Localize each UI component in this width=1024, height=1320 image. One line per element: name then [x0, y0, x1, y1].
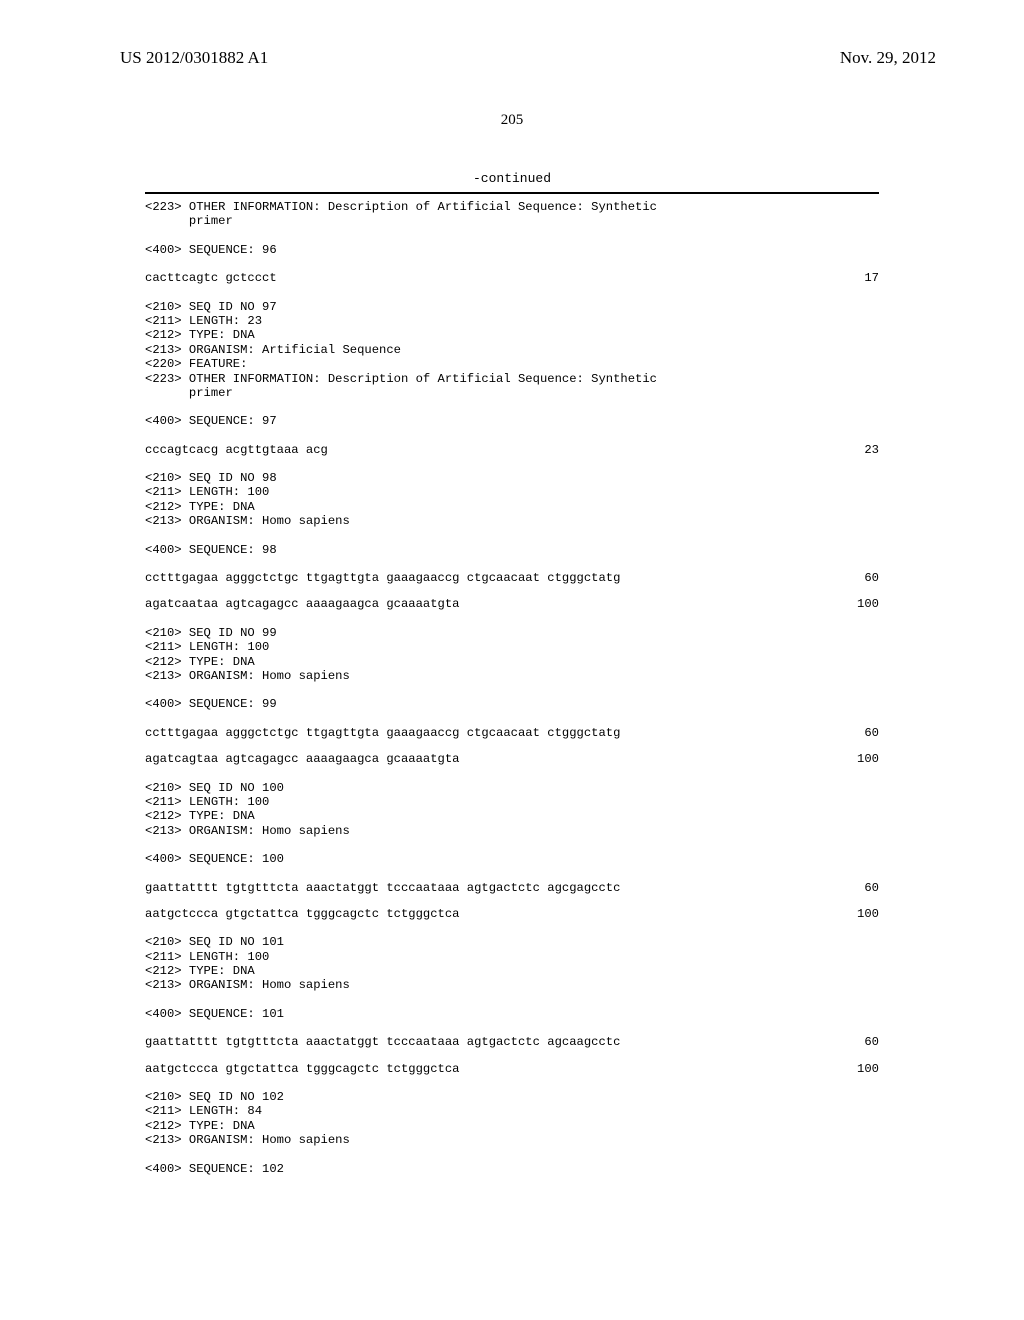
sequence-text-line: <213> ORGANISM: Artificial Sequence [145, 343, 879, 357]
sequence-data-line: cctttgagaa agggctctgc ttgagttgta gaaagaa… [145, 726, 879, 740]
sequence-block: <400> SEQUENCE: 96 [145, 243, 879, 257]
sequence-text-line: <212> TYPE: DNA [145, 1119, 879, 1133]
sequence-text-line: <400> SEQUENCE: 99 [145, 697, 879, 711]
sequence-block: <210> SEQ ID NO 100<211> LENGTH: 100<212… [145, 781, 879, 839]
sequence-text-line: <400> SEQUENCE: 100 [145, 852, 879, 866]
sequence-text-line: <210> SEQ ID NO 102 [145, 1090, 879, 1104]
sequence-text-line: <211> LENGTH: 100 [145, 795, 879, 809]
sequence-text-line: <210> SEQ ID NO 98 [145, 471, 879, 485]
sequence-text-line: <223> OTHER INFORMATION: Description of … [145, 372, 879, 386]
sequence-data-line: aatgctccca gtgctattca tgggcagctc tctgggc… [145, 907, 879, 921]
sequence-text-line: <213> ORGANISM: Homo sapiens [145, 824, 879, 838]
sequence-bases: aatgctccca gtgctattca tgggcagctc tctgggc… [145, 1062, 460, 1076]
sequence-data-line: cctttgagaa agggctctgc ttgagttgta gaaagaa… [145, 571, 879, 585]
sequence-text-line: <211> LENGTH: 84 [145, 1104, 879, 1118]
sequence-text-line: <223> OTHER INFORMATION: Description of … [145, 200, 879, 214]
sequence-text-line: <210> SEQ ID NO 101 [145, 935, 879, 949]
sequence-text-line: <211> LENGTH: 100 [145, 640, 879, 654]
sequence-text-line: <400> SEQUENCE: 101 [145, 1007, 879, 1021]
sequence-bases: agatcaataa agtcagagcc aaaagaagca gcaaaat… [145, 597, 460, 611]
sequence-text-line: <212> TYPE: DNA [145, 500, 879, 514]
sequence-block: <210> SEQ ID NO 101<211> LENGTH: 100<212… [145, 935, 879, 993]
sequence-position: 100 [839, 597, 879, 611]
continued-label: -continued [0, 171, 1024, 186]
sequence-block: <400> SEQUENCE: 100 [145, 852, 879, 866]
sequence-position: 17 [839, 271, 879, 285]
sequence-data-line: gaattatttt tgtgtttcta aaactatggt tcccaat… [145, 1035, 879, 1049]
sequence-text-line: <213> ORGANISM: Homo sapiens [145, 514, 879, 528]
sequence-text-line: <400> SEQUENCE: 97 [145, 414, 879, 428]
sequence-block: cccagtcacg acgttgtaaa acg 23 [145, 443, 879, 457]
sequence-text-line: <211> LENGTH: 100 [145, 485, 879, 499]
sequence-block: <210> SEQ ID NO 102<211> LENGTH: 84<212>… [145, 1090, 879, 1148]
sequence-position: 100 [839, 752, 879, 766]
sequence-position: 100 [839, 1062, 879, 1076]
sequence-block: <400> SEQUENCE: 99 [145, 697, 879, 711]
sequence-block: <210> SEQ ID NO 97<211> LENGTH: 23<212> … [145, 300, 879, 401]
sequence-text-line: <400> SEQUENCE: 102 [145, 1162, 879, 1176]
sequence-bases: cctttgagaa agggctctgc ttgagttgta gaaagaa… [145, 726, 620, 740]
page-header: US 2012/0301882 A1 Nov. 29, 2012 [0, 0, 1024, 68]
sequence-block: <210> SEQ ID NO 98<211> LENGTH: 100<212>… [145, 471, 879, 529]
sequence-text-line: <213> ORGANISM: Homo sapiens [145, 1133, 879, 1147]
sequence-bases: agatcagtaa agtcagagcc aaaagaagca gcaaaat… [145, 752, 460, 766]
sequence-block: <223> OTHER INFORMATION: Description of … [145, 200, 879, 229]
sequence-data-line: cacttcagtc gctccct 17 [145, 271, 879, 285]
sequence-data-line: aatgctccca gtgctattca tgggcagctc tctgggc… [145, 1062, 879, 1076]
sequence-block: cctttgagaa agggctctgc ttgagttgta gaaagaa… [145, 726, 879, 767]
sequence-bases: cccagtcacg acgttgtaaa acg [145, 443, 328, 457]
sequence-position: 100 [839, 907, 879, 921]
sequence-data-line: gaattatttt tgtgtttcta aaactatggt tcccaat… [145, 881, 879, 895]
sequence-data-line: agatcagtaa agtcagagcc aaaagaagca gcaaaat… [145, 752, 879, 766]
sequence-block: <400> SEQUENCE: 98 [145, 543, 879, 557]
sequence-text-line: <210> SEQ ID NO 99 [145, 626, 879, 640]
sequence-block: <400> SEQUENCE: 101 [145, 1007, 879, 1021]
sequence-position: 60 [839, 726, 879, 740]
sequence-bases: gaattatttt tgtgtttcta aaactatggt tcccaat… [145, 1035, 620, 1049]
sequence-text-line: primer [145, 386, 879, 400]
sequence-block: gaattatttt tgtgtttcta aaactatggt tcccaat… [145, 881, 879, 922]
sequence-text-line: <211> LENGTH: 23 [145, 314, 879, 328]
sequence-listing: <223> OTHER INFORMATION: Description of … [0, 194, 1024, 1176]
sequence-block: <210> SEQ ID NO 99<211> LENGTH: 100<212>… [145, 626, 879, 684]
sequence-position: 60 [839, 1035, 879, 1049]
sequence-text-line: <220> FEATURE: [145, 357, 879, 371]
sequence-text-line: <210> SEQ ID NO 97 [145, 300, 879, 314]
sequence-text-line: <212> TYPE: DNA [145, 655, 879, 669]
sequence-block: <400> SEQUENCE: 97 [145, 414, 879, 428]
sequence-position: 60 [839, 571, 879, 585]
sequence-data-line: cccagtcacg acgttgtaaa acg 23 [145, 443, 879, 457]
sequence-block: cctttgagaa agggctctgc ttgagttgta gaaagaa… [145, 571, 879, 612]
sequence-bases: cacttcagtc gctccct [145, 271, 277, 285]
sequence-text-line: <210> SEQ ID NO 100 [145, 781, 879, 795]
sequence-text-line: <400> SEQUENCE: 96 [145, 243, 879, 257]
sequence-text-line: <213> ORGANISM: Homo sapiens [145, 669, 879, 683]
sequence-text-line: <212> TYPE: DNA [145, 809, 879, 823]
sequence-text-line: <211> LENGTH: 100 [145, 950, 879, 964]
sequence-text-line: <213> ORGANISM: Homo sapiens [145, 978, 879, 992]
sequence-block: cacttcagtc gctccct 17 [145, 271, 879, 285]
sequence-data-line: agatcaataa agtcagagcc aaaagaagca gcaaaat… [145, 597, 879, 611]
sequence-text-line: <212> TYPE: DNA [145, 964, 879, 978]
sequence-bases: cctttgagaa agggctctgc ttgagttgta gaaagaa… [145, 571, 620, 585]
publication-number: US 2012/0301882 A1 [120, 48, 268, 68]
sequence-text-line: primer [145, 214, 879, 228]
sequence-bases: aatgctccca gtgctattca tgggcagctc tctgggc… [145, 907, 460, 921]
sequence-text-line: <400> SEQUENCE: 98 [145, 543, 879, 557]
sequence-block: <400> SEQUENCE: 102 [145, 1162, 879, 1176]
sequence-text-line: <212> TYPE: DNA [145, 328, 879, 342]
sequence-bases: gaattatttt tgtgtttcta aaactatggt tcccaat… [145, 881, 620, 895]
publication-date: Nov. 29, 2012 [840, 48, 936, 68]
sequence-block: gaattatttt tgtgtttcta aaactatggt tcccaat… [145, 1035, 879, 1076]
sequence-position: 23 [839, 443, 879, 457]
sequence-position: 60 [839, 881, 879, 895]
page-number: 205 [0, 112, 1024, 129]
